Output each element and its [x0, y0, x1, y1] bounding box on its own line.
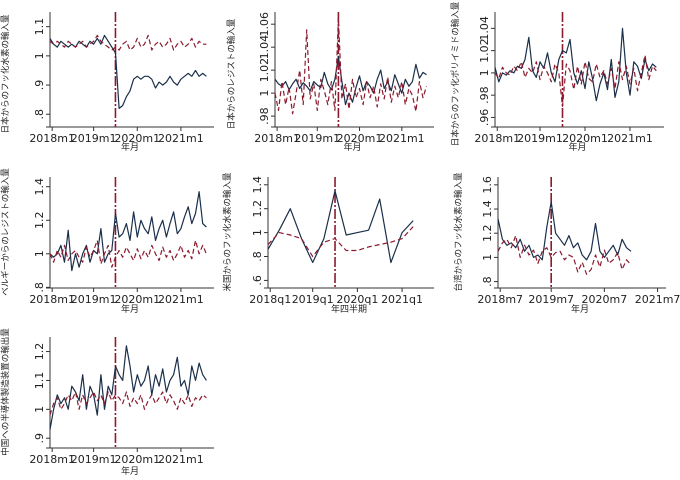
- x-tick-label: 2019q1: [292, 293, 334, 306]
- series-synthetic-line: [497, 235, 632, 275]
- y-tick-label: .96: [478, 109, 491, 127]
- y-tick-label: 1: [33, 406, 46, 413]
- x-tick-label: 2020m1: [114, 132, 160, 145]
- y-tick-label: 1.2: [251, 200, 264, 218]
- x-axis-title: 年月: [121, 141, 139, 153]
- x-tick-label: 2020m7: [582, 293, 628, 306]
- x-tick-label: 2021m1: [158, 132, 204, 145]
- y-tick-label: 1.2: [33, 212, 46, 230]
- y-tick-label: 1: [33, 52, 46, 59]
- y-axis-title: 台湾からのフッ化水素の輸入量: [453, 172, 464, 292]
- series-synthetic-line: [49, 391, 207, 416]
- y-tick-label: 1.2: [33, 343, 46, 361]
- x-tick-label: 2020q1: [336, 293, 378, 306]
- y-tick-label: .8: [251, 251, 264, 262]
- x-axis-title: 年月: [571, 303, 589, 315]
- y-tick-label: .6: [251, 275, 264, 286]
- y-axis-title: 中国への半導体製造装置の輸出量: [0, 328, 11, 456]
- y-tick-label: .9: [33, 80, 46, 91]
- series-synthetic-line: [274, 17, 428, 115]
- y-tick-label: 1.1: [33, 372, 46, 390]
- y-tick-label: 1.1: [33, 18, 46, 35]
- y-axis-title: 米国からのフッ化水素の輸入量: [222, 172, 233, 292]
- x-tick-label: 2018m1: [474, 132, 520, 145]
- x-tick-label: 2021m1: [607, 132, 653, 145]
- x-tick-label: 2018m7: [477, 293, 523, 306]
- y-tick-label: 1.4: [251, 176, 264, 194]
- y-tick-label: .8: [481, 276, 494, 287]
- x-tick-label: 2019m1: [71, 132, 117, 145]
- x-tick-label: 2021m1: [379, 132, 425, 145]
- x-axis-title: 年月: [121, 465, 139, 477]
- y-tick-label: 1: [481, 254, 494, 261]
- y-tick-label: 1.02: [478, 38, 491, 63]
- panel-taiwan-hf-imports: .8 1 1.2 1.4 1.6 2018m7 2019m7 2020m7 2021m7 年月 台湾…: [453, 172, 680, 315]
- series-actual-line: [267, 190, 414, 264]
- y-tick-label: 1.6: [481, 176, 494, 194]
- x-tick-label: 2021m1: [158, 453, 204, 466]
- y-tick-label: 1.2: [481, 224, 494, 242]
- x-tick-label: 2019m1: [517, 132, 563, 145]
- series-synthetic-line: [49, 239, 207, 268]
- y-tick-label: .8: [33, 109, 46, 120]
- x-tick-label: 2018m1: [29, 453, 75, 466]
- x-tick-label: 2019m1: [71, 453, 117, 466]
- x-tick-label: 2018m1: [29, 293, 75, 306]
- x-axis-title: 年月: [343, 141, 361, 153]
- y-tick-label: 1.4: [33, 178, 46, 196]
- y-tick-label: .98: [258, 107, 271, 125]
- series-synthetic-line: [49, 34, 207, 51]
- x-axis-title: 年月: [121, 303, 139, 315]
- x-tick-label: 2018q1: [249, 293, 291, 306]
- series-actual-line: [494, 27, 657, 102]
- panel-us-hf-imports: .6 .8 1 1.2 1.4 2018q1 2019q1 2020q1 2021q1 年四半期 米…: [222, 172, 434, 315]
- y-axis-title: 日本からのフッ化ポリイミドの輸入量: [450, 1, 461, 146]
- series-actual-line: [497, 201, 632, 261]
- y-tick-label: .8: [33, 282, 46, 293]
- x-axis-title: 年月: [568, 141, 586, 153]
- panel-japan-resist-imports: .98 1 1.021.041.06 2018m12019m12020m12021m1…: [226, 12, 434, 153]
- x-tick-label: 2020m1: [337, 132, 383, 145]
- y-axis-title: 日本からのフッ化水素の輸入量: [0, 14, 11, 134]
- series-actual-line: [49, 191, 207, 272]
- x-tick-label: 2018m1: [29, 132, 75, 145]
- y-tick-label: .98: [478, 86, 491, 104]
- x-tick-label: 2019m1: [294, 132, 340, 145]
- series-actual-line: [49, 345, 207, 430]
- y-tick-label: 1.4: [481, 200, 494, 218]
- y-tick-label: 1.06: [258, 12, 271, 37]
- series-synthetic-line: [267, 226, 414, 258]
- x-tick-label: 2021q1: [381, 293, 423, 306]
- y-tick-label: .9: [33, 433, 46, 444]
- y-tick-label: 1: [251, 229, 264, 236]
- x-tick-label: 2020m1: [114, 453, 160, 466]
- x-tick-label: 2021m1: [158, 293, 204, 306]
- y-tick-label: 1.04: [478, 16, 491, 41]
- y-tick-label: 1.04: [258, 35, 271, 60]
- y-axis-title: 日本からのレジストの輸入量: [226, 18, 237, 129]
- y-tick-label: 1.02: [258, 58, 271, 83]
- series-synthetic-line: [494, 54, 657, 107]
- y-tick-label: 1: [258, 90, 271, 97]
- x-tick-label: 2019m7: [528, 293, 574, 306]
- y-tick-label: 1: [33, 250, 46, 257]
- x-tick-label: 2020m1: [562, 132, 608, 145]
- x-tick-label: 2020m1: [114, 293, 160, 306]
- y-tick-label: 1: [478, 69, 491, 76]
- x-tick-label: 2019m1: [71, 293, 117, 306]
- y-axis-title: ベルギーからのレジストの輸入量: [0, 168, 11, 296]
- x-axis-title: 年四半期: [331, 303, 367, 315]
- x-tick-label: 2018m1: [254, 132, 300, 145]
- x-tick-label: 2021m7: [635, 293, 680, 306]
